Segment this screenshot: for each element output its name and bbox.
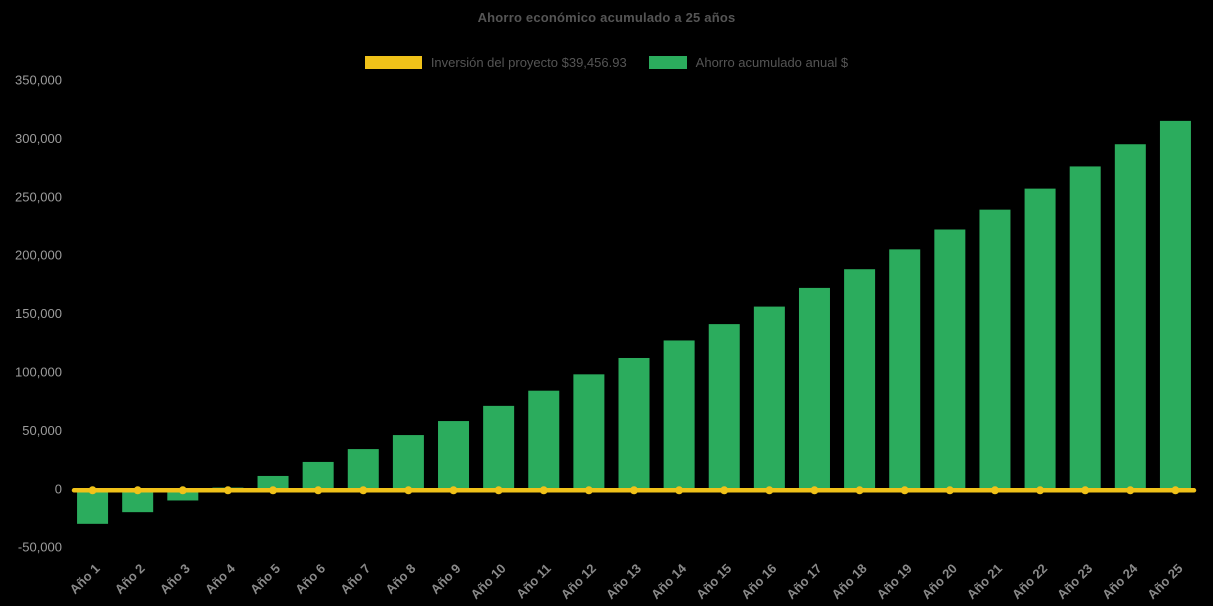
x-tick-label: Año 15 bbox=[693, 561, 734, 602]
bar bbox=[573, 374, 605, 489]
y-tick-label: 350,000 bbox=[15, 73, 62, 88]
bar bbox=[1069, 166, 1101, 489]
bar bbox=[528, 390, 560, 489]
chart-title: Ahorro económico acumulado a 25 años bbox=[477, 10, 736, 25]
y-tick-label: 300,000 bbox=[15, 131, 62, 146]
x-tick-label: Año 13 bbox=[603, 561, 644, 602]
x-tick-label: Año 19 bbox=[874, 561, 915, 602]
y-tick-label: 150,000 bbox=[15, 306, 62, 321]
x-tick-label: Año 4 bbox=[202, 560, 239, 597]
y-tick-label: 0 bbox=[55, 481, 62, 496]
bar bbox=[122, 488, 154, 513]
bar bbox=[77, 488, 109, 524]
y-tick-label: -50,000 bbox=[18, 540, 62, 555]
x-tick-label: Año 3 bbox=[157, 561, 193, 597]
investment-line-marker bbox=[990, 486, 999, 495]
investment-line-marker bbox=[1036, 486, 1045, 495]
x-tick-label: Año 20 bbox=[919, 561, 960, 602]
bar bbox=[302, 461, 334, 489]
legend: Inversión del proyecto $39,456.93 Ahorro… bbox=[0, 55, 1213, 70]
y-tick-label: 250,000 bbox=[15, 189, 62, 204]
x-tick-label: Año 6 bbox=[292, 561, 328, 597]
x-tick-label: Año 17 bbox=[783, 561, 824, 602]
investment-line-marker bbox=[494, 486, 503, 495]
investment-line-marker bbox=[449, 486, 458, 495]
bar bbox=[438, 421, 470, 489]
x-tick-label: Año 5 bbox=[247, 561, 283, 597]
investment-line-marker bbox=[178, 486, 187, 495]
bar bbox=[934, 229, 966, 489]
x-tick-label: Año 14 bbox=[648, 560, 690, 602]
investment-line-marker bbox=[630, 486, 638, 495]
x-tick-label: Año 2 bbox=[112, 561, 148, 597]
investment-line-marker bbox=[1171, 486, 1180, 495]
x-tick-label: Año 23 bbox=[1054, 561, 1095, 602]
legend-item-savings[interactable]: Ahorro acumulado anual $ bbox=[648, 55, 849, 70]
x-tick-label: Año 11 bbox=[513, 561, 554, 602]
bar bbox=[844, 269, 876, 489]
x-tick-label: Año 9 bbox=[427, 561, 463, 597]
investment-line-marker bbox=[900, 486, 909, 495]
investment-line-marker bbox=[133, 486, 142, 495]
investment-line-marker bbox=[223, 486, 232, 495]
y-tick-label: 200,000 bbox=[15, 248, 62, 263]
investment-line-marker bbox=[404, 486, 413, 495]
legend-label-investment: Inversión del proyecto $39,456.93 bbox=[430, 55, 627, 70]
investment-line-marker bbox=[855, 486, 864, 495]
savings-bar-swatch bbox=[648, 56, 687, 69]
x-tick-label: Año 12 bbox=[558, 561, 599, 602]
investment-line-marker bbox=[1126, 486, 1135, 495]
legend-item-investment[interactable]: Inversión del proyecto $39,456.93 bbox=[364, 55, 627, 70]
investment-line-marker bbox=[314, 486, 323, 495]
x-tick-label: Año 25 bbox=[1144, 561, 1185, 602]
x-tick-label: Año 10 bbox=[468, 561, 509, 602]
y-tick-label: 100,000 bbox=[15, 365, 62, 380]
y-tick-label: 50,000 bbox=[22, 423, 62, 438]
investment-line-marker bbox=[1081, 486, 1090, 495]
investment-line-marker bbox=[675, 486, 684, 495]
bar bbox=[347, 449, 379, 489]
x-tick-label: Año 24 bbox=[1099, 560, 1141, 602]
bar bbox=[167, 488, 199, 501]
bar bbox=[257, 475, 289, 489]
bar bbox=[663, 340, 695, 489]
bar bbox=[753, 306, 785, 489]
investment-line-marker bbox=[359, 486, 368, 495]
bar bbox=[708, 324, 740, 489]
x-tick-label: Año 18 bbox=[828, 561, 869, 602]
bar bbox=[1159, 120, 1191, 489]
investment-line-marker bbox=[945, 486, 954, 495]
legend-label-savings: Ahorro acumulado anual $ bbox=[695, 55, 849, 70]
investment-line-marker bbox=[269, 486, 278, 495]
bar bbox=[798, 287, 830, 489]
x-tick-label: Año 16 bbox=[738, 561, 779, 602]
bar bbox=[618, 357, 650, 489]
x-tick-label: Año 21 bbox=[964, 561, 1005, 602]
investment-line-marker bbox=[539, 486, 548, 495]
investment-line-marker bbox=[765, 486, 774, 495]
investment-line-marker bbox=[720, 486, 729, 495]
bar bbox=[1114, 144, 1146, 489]
x-tick-label: Año 1 bbox=[67, 561, 103, 597]
bar bbox=[392, 435, 424, 489]
investment-line-marker bbox=[810, 486, 819, 495]
bar bbox=[483, 405, 515, 489]
bar bbox=[979, 209, 1011, 489]
x-tick-label: Año 8 bbox=[382, 561, 418, 597]
x-tick-label: Año 7 bbox=[337, 561, 373, 597]
investment-line-marker bbox=[88, 486, 97, 495]
bar bbox=[889, 249, 921, 489]
investment-line-marker bbox=[584, 486, 593, 495]
x-tick-label: Año 22 bbox=[1009, 561, 1050, 602]
bar bbox=[1024, 188, 1056, 489]
investment-line-swatch bbox=[364, 56, 422, 69]
